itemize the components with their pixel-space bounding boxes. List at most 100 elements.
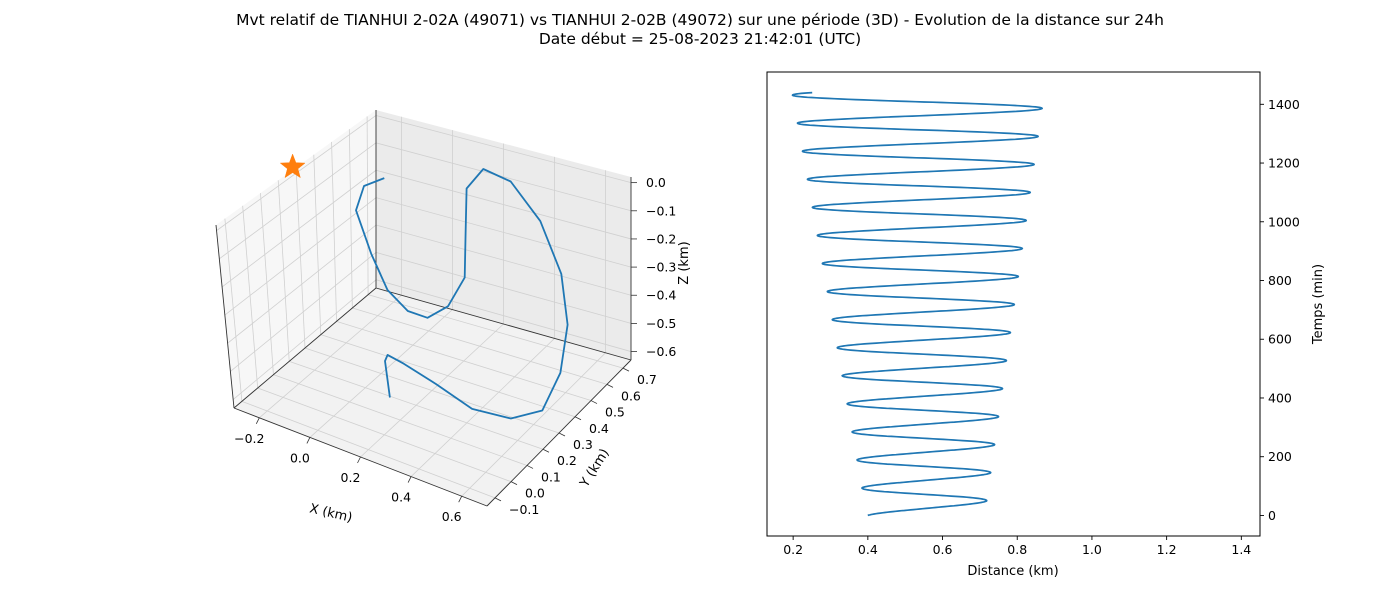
x-tick-label: 0.6 — [442, 509, 462, 524]
y-tick-label: 0.0 — [525, 486, 545, 501]
z-grid-back — [375, 224, 632, 296]
z-grid-left — [227, 224, 377, 344]
x-tick-label: 0.4 — [858, 542, 878, 557]
y-grid-floor — [257, 387, 512, 483]
y-grid-floor — [336, 320, 592, 401]
y-tick-mark — [542, 448, 550, 453]
x-tick-label: 0.6 — [933, 542, 953, 557]
x-tick-label: 1.4 — [1231, 542, 1251, 557]
z-grid-left — [230, 252, 377, 372]
y-tick-label: 0.4 — [589, 421, 609, 436]
y-tick-label: 400 — [1268, 390, 1292, 405]
y-tick-label: 0.7 — [637, 372, 657, 387]
x-tick-label: 0.2 — [341, 470, 361, 485]
left-edge — [215, 224, 235, 409]
series-3d — [279, 153, 569, 420]
x-axis-label: Distance (km) — [967, 564, 1058, 579]
distance-time-plot: 0.2 0.4 0.6 0.8 1.0 1.2 1.4 0 200 400 600 800 1000 1… — [766, 71, 1326, 579]
y-tick-mark — [606, 383, 614, 388]
floor-back-edge — [375, 287, 632, 361]
y-tick-label: 600 — [1268, 332, 1292, 347]
x-tick-label: −0.2 — [234, 431, 264, 446]
y-tick-label: 0.2 — [557, 453, 577, 468]
figure-subtitle: Date début = 25-08-2023 21:42:01 (UTC) — [539, 30, 861, 48]
z-grid-left — [219, 142, 377, 260]
y-tick-label: 0.5 — [605, 405, 625, 420]
y-grid-left — [277, 180, 290, 362]
y-tick-mark — [574, 416, 582, 421]
z-grid-back — [375, 169, 632, 240]
y-tick-label: 1400 — [1268, 97, 1300, 112]
z-grid-back — [375, 279, 632, 352]
distance-line — [791, 91, 1043, 517]
x-tick-label: 0.4 — [391, 490, 411, 505]
trajectory-line — [355, 168, 569, 420]
z-grid-left — [232, 279, 377, 400]
x-axis-label-3d: X (km) — [308, 501, 354, 525]
y-tick-label: 800 — [1268, 273, 1292, 288]
x-tick-label: 0.8 — [1007, 542, 1027, 557]
x-tick-label: 1.2 — [1157, 542, 1177, 557]
z-grid-left — [224, 197, 377, 316]
y-tick-label: 0.6 — [621, 388, 641, 403]
x-tick-mark — [407, 476, 412, 483]
y-axis-label: Temps (min) — [1311, 264, 1326, 345]
left-pane — [216, 110, 376, 408]
y-grid-floor — [289, 360, 544, 450]
y-tick-label: 200 — [1268, 449, 1292, 464]
z-grid-back — [375, 252, 632, 324]
floor-left-edge — [233, 287, 377, 409]
y-grid-left — [260, 193, 274, 375]
y-ticks: 0 200 400 600 800 1000 1200 1400 — [1260, 97, 1300, 523]
y-tick-mark — [590, 400, 598, 404]
x-tick-mark — [306, 437, 311, 444]
y-tick-label: 0.1 — [541, 469, 561, 484]
y-grid-floor — [320, 334, 576, 418]
x-tick-mark — [255, 417, 260, 424]
y-grid-floor — [241, 400, 496, 499]
z-grid-back — [375, 142, 632, 212]
y-grid-left — [313, 154, 322, 335]
series-2d — [791, 91, 1043, 517]
z-grid-left — [221, 169, 377, 288]
x-tick-label: 0.0 — [290, 450, 310, 465]
z-tick-label: −0.5 — [646, 316, 676, 331]
z-tick-label: −0.1 — [646, 203, 676, 218]
z-tick-label: 0.0 — [646, 175, 666, 190]
y-grid-left — [295, 167, 306, 349]
z-tick-label: −0.4 — [646, 288, 676, 303]
y-tick-label: −0.1 — [509, 502, 539, 517]
y-tick-label: 0.3 — [573, 437, 593, 452]
z-grid-back — [375, 197, 632, 268]
trajectory-3d-plot: −0.20.00.20.40.6 −0.10.00.10.20.30.40.50.… — [215, 110, 692, 526]
y-grid-left — [224, 218, 243, 402]
x-tick-mark — [357, 456, 361, 464]
y-axis-label-3d: Y (km) — [577, 446, 613, 491]
z-tick-label: −0.2 — [646, 231, 676, 246]
y-grid-floor — [273, 374, 528, 466]
y-grid-floor — [304, 347, 560, 434]
tick-labels-3d: −0.20.00.20.40.6 −0.10.00.10.20.30.40.50.… — [234, 175, 676, 524]
y-grid-left — [366, 116, 369, 295]
y-tick-mark — [622, 367, 630, 372]
y-grid-left — [348, 129, 353, 309]
z-grid-back — [375, 115, 632, 184]
plot-frame — [766, 71, 1261, 537]
floor-pane — [234, 288, 631, 506]
y-tick-label: 1000 — [1268, 214, 1300, 229]
y-tick-label: 1200 — [1268, 156, 1300, 171]
grid-lines-3d — [216, 115, 632, 499]
x-ticks: 0.2 0.4 0.6 0.8 1.0 1.2 1.4 — [783, 536, 1251, 557]
y-tick-mark — [494, 497, 502, 502]
y-tick-mark — [510, 481, 518, 486]
axis-panes — [216, 110, 631, 506]
y-grid-left — [242, 205, 259, 389]
y-tick-mark — [558, 432, 566, 437]
figure-title: Mvt relatif de TIANHUI 2-02A (49071) vs … — [236, 11, 1164, 29]
y-grid-left — [331, 141, 337, 322]
x-tick-mark — [458, 496, 463, 503]
y-grid-floor — [352, 307, 608, 385]
star-marker — [279, 153, 306, 179]
z-axis-label-3d: Z (km) — [677, 241, 692, 284]
